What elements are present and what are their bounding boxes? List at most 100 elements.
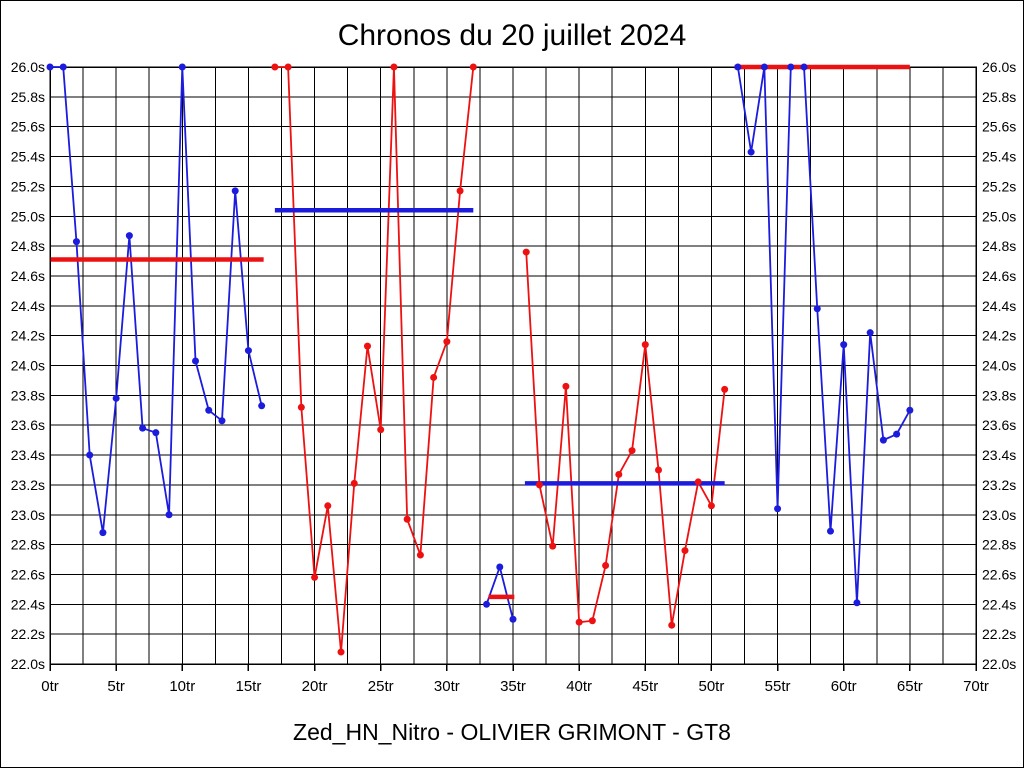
- data-point-relay-2-red-lap-19: [297, 403, 305, 411]
- y-axis-label-left: 26.0s: [11, 59, 45, 75]
- y-axis-label-right: 23.0s: [982, 507, 1016, 523]
- data-point-relay-1-blue-lap-6: [125, 232, 133, 240]
- x-axis-label: 55tr: [765, 678, 791, 695]
- x-axis-label: 60tr: [831, 678, 857, 695]
- y-axis-label-left: 24.8s: [11, 238, 45, 254]
- series-line-relay-2-red: [274, 66, 475, 653]
- data-point-relay-2-red-lap-22: [337, 648, 345, 656]
- data-point-relay-2-red-lap-17: [271, 63, 279, 71]
- data-point-relay-2-red-lap-29: [430, 373, 438, 381]
- data-point-relay-4-red-lap-44: [628, 447, 636, 455]
- x-axis-label: 65tr: [897, 678, 923, 695]
- y-axis-label-left: 24.0s: [11, 358, 45, 374]
- y-axis-label-left: 24.6s: [11, 268, 45, 284]
- data-point-relay-4-red-lap-45: [641, 341, 649, 349]
- y-axis-label-left: 22.6s: [11, 566, 45, 582]
- data-point-relay-4-red-lap-47: [668, 621, 676, 629]
- x-axis-label: 40tr: [566, 678, 592, 695]
- data-point-relay-4-red-lap-36: [522, 248, 530, 256]
- data-point-relay-3-blue-lap-35: [509, 615, 517, 623]
- data-point-relay-5-blue-lap-64: [893, 430, 901, 438]
- data-point-relay-2-red-lap-18: [284, 63, 292, 71]
- y-axis-label-left: 22.0s: [11, 656, 45, 672]
- y-axis-label-right: 26.0s: [982, 59, 1016, 75]
- data-point-relay-1-blue-lap-1: [59, 63, 67, 71]
- data-point-relay-3-blue-lap-34: [496, 563, 504, 571]
- x-axis-label: 30tr: [434, 678, 460, 695]
- y-axis-label-left: 24.4s: [11, 298, 45, 314]
- data-point-relay-1-blue-lap-0: [46, 63, 54, 71]
- data-point-relay-1-blue-lap-9: [165, 511, 173, 519]
- data-point-relay-2-red-lap-26: [390, 63, 398, 71]
- data-point-relay-1-blue-lap-5: [112, 394, 120, 402]
- y-axis-label-right: 25.0s: [982, 208, 1016, 224]
- y-axis-label-right: 23.6s: [982, 417, 1016, 433]
- driver-label: Zed_HN_Nitro - OLIVIER GRIMONT - GT8: [293, 719, 731, 745]
- data-point-relay-2-red-lap-31: [456, 187, 464, 195]
- y-axis-label-right: 25.8s: [982, 89, 1016, 105]
- y-axis-label-right: 22.2s: [982, 626, 1016, 642]
- y-axis-label-left: 25.6s: [11, 119, 45, 135]
- y-axis-label-left: 24.2s: [11, 328, 45, 344]
- x-axis-label: 15tr: [235, 678, 261, 695]
- y-axis-label-right: 25.2s: [982, 178, 1016, 194]
- data-point-relay-5-blue-lap-65: [906, 406, 914, 414]
- data-point-relay-1-blue-lap-10: [178, 63, 186, 71]
- x-axis-label: 25tr: [368, 678, 394, 695]
- data-point-relay-5-blue-lap-58: [813, 305, 821, 313]
- data-point-relay-5-blue-lap-61: [853, 599, 861, 607]
- y-axis-label-left: 25.0s: [11, 208, 45, 224]
- x-axis-label: 45tr: [632, 678, 658, 695]
- data-point-relay-4-red-lap-40: [575, 618, 583, 626]
- y-axis-label-right: 25.4s: [982, 149, 1016, 165]
- y-axis-label-right: 22.8s: [982, 537, 1016, 553]
- x-axis-label: 0tr: [41, 678, 59, 695]
- data-point-relay-4-red-lap-41: [588, 617, 596, 625]
- data-point-relay-2-red-lap-21: [324, 502, 332, 510]
- y-axis-label-right: 25.6s: [982, 119, 1016, 135]
- y-axis-label-left: 23.0s: [11, 507, 45, 523]
- data-point-relay-4-red-lap-46: [655, 466, 663, 474]
- data-point-relay-4-red-lap-50: [707, 502, 715, 510]
- data-point-relay-4-red-lap-38: [549, 542, 557, 550]
- data-point-relay-5-blue-lap-62: [866, 329, 874, 337]
- data-point-relay-3-blue-lap-33: [483, 600, 491, 608]
- series-line-relay-1-blue: [50, 66, 263, 534]
- data-point-relay-1-blue-lap-3: [86, 451, 94, 459]
- y-axis-label-left: 23.6s: [11, 417, 45, 433]
- x-axis-label: 5tr: [107, 678, 125, 695]
- data-point-relay-5-blue-lap-54: [760, 63, 768, 71]
- data-point-relay-2-red-lap-25: [377, 426, 385, 434]
- data-point-relay-2-red-lap-27: [403, 515, 411, 523]
- data-point-relay-1-blue-lap-7: [139, 424, 147, 432]
- data-point-relay-1-blue-lap-13: [218, 417, 226, 425]
- y-axis-label-right: 23.2s: [982, 477, 1016, 493]
- data-point-relay-1-blue-lap-14: [231, 187, 239, 195]
- data-point-relay-2-red-lap-23: [350, 479, 358, 487]
- data-point-relay-1-blue-lap-8: [152, 429, 160, 437]
- data-point-relay-5-blue-lap-63: [879, 436, 887, 444]
- data-point-relay-1-blue-lap-2: [72, 238, 80, 246]
- series-line-relay-4-red: [525, 252, 726, 627]
- x-axis-label: 10tr: [169, 678, 195, 695]
- data-point-relay-5-blue-lap-52: [734, 63, 742, 71]
- y-axis-label-right: 22.0s: [982, 656, 1016, 672]
- series-line-relay-5-blue: [736, 66, 911, 604]
- data-point-relay-4-red-lap-48: [681, 547, 689, 555]
- y-axis-label-right: 22.6s: [982, 566, 1016, 582]
- data-point-relay-2-red-lap-24: [363, 342, 371, 350]
- data-point-relay-4-red-lap-43: [615, 470, 623, 478]
- y-axis-label-right: 24.2s: [982, 328, 1016, 344]
- data-point-relay-2-red-lap-32: [469, 63, 477, 71]
- data-point-relay-5-blue-lap-56: [787, 63, 795, 71]
- data-point-relay-4-red-lap-51: [721, 385, 729, 393]
- data-point-relay-5-blue-lap-55: [774, 505, 782, 513]
- data-point-relay-1-blue-lap-4: [99, 529, 107, 537]
- page-title: Chronos du 20 juillet 2024: [337, 19, 687, 52]
- data-point-relay-4-red-lap-37: [535, 481, 543, 489]
- y-axis-label-left: 25.4s: [11, 149, 45, 165]
- y-axis-label-right: 24.6s: [982, 268, 1016, 284]
- data-point-relay-2-red-lap-30: [443, 338, 451, 346]
- y-axis-label-right: 22.4s: [982, 596, 1016, 612]
